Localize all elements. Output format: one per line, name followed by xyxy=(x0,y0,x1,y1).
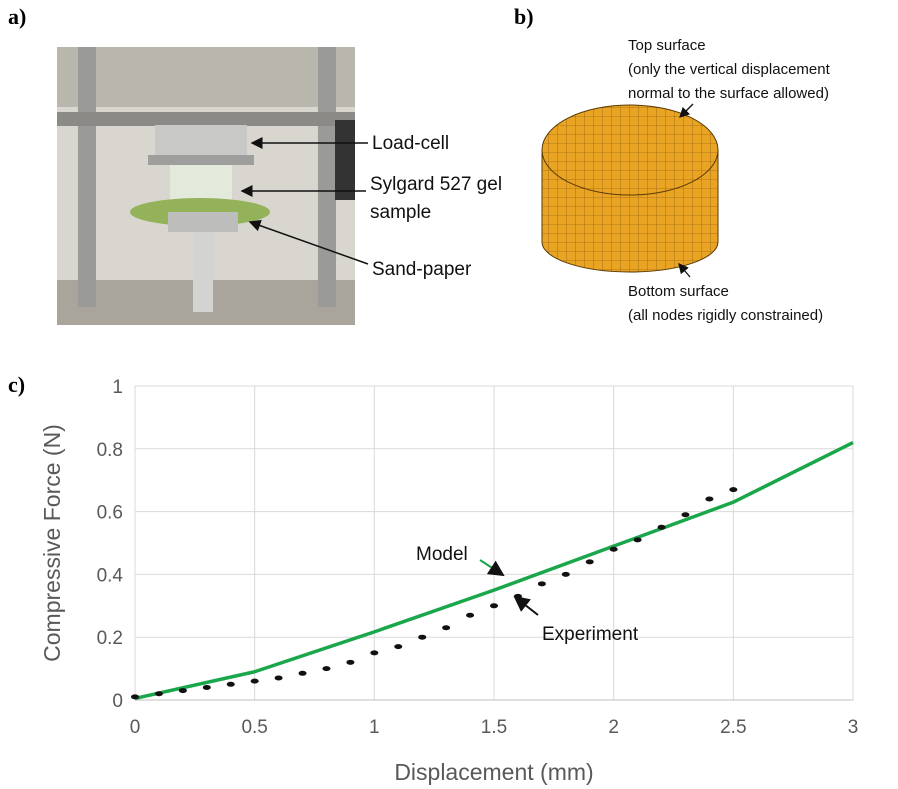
y-tick-label: 0 xyxy=(112,691,123,712)
data-point xyxy=(442,625,450,630)
data-point xyxy=(155,691,163,696)
panel-label: a) xyxy=(8,4,26,29)
y-tick-label: 0.2 xyxy=(97,628,123,649)
data-point xyxy=(131,694,139,699)
data-point xyxy=(658,525,666,530)
data-point xyxy=(729,487,737,492)
data-point xyxy=(418,635,426,640)
annotation: Bottom surface xyxy=(628,283,729,300)
y-tick-label: 0.6 xyxy=(97,503,123,524)
series-label: Model xyxy=(416,544,468,565)
annotation: normal to the surface allowed) xyxy=(628,85,829,102)
data-point xyxy=(346,660,354,665)
data-point xyxy=(538,581,546,586)
data-point xyxy=(251,679,259,684)
y-tick-label: 0.8 xyxy=(97,440,123,461)
arrow xyxy=(480,560,503,575)
panel-label: b) xyxy=(514,4,534,29)
data-point xyxy=(610,547,618,552)
annotation: Load-cell xyxy=(372,133,449,154)
y-axis-label: Compressive Force (N) xyxy=(39,424,65,662)
x-tick-label: 3 xyxy=(848,717,859,738)
data-point xyxy=(299,671,307,676)
x-tick-label: 1.5 xyxy=(481,717,507,738)
x-axis-label: Displacement (mm) xyxy=(394,759,593,785)
data-point xyxy=(634,537,642,542)
series-label: Experiment xyxy=(542,624,639,645)
figure: a) Load-cell Sylgard 527 gel sample Sand… xyxy=(0,0,898,789)
photo xyxy=(57,47,355,325)
panel-label: c) xyxy=(8,372,25,397)
data-point xyxy=(179,688,187,693)
data-point xyxy=(586,559,594,564)
x-tick-label: 1 xyxy=(369,717,380,738)
data-point xyxy=(490,603,498,608)
x-tick-label: 2 xyxy=(608,717,619,738)
x-tick-label: 0.5 xyxy=(241,717,267,738)
data-point xyxy=(681,512,689,517)
annotation: Sylgard 527 gel xyxy=(370,174,502,195)
annotation: sample xyxy=(370,202,431,223)
data-point xyxy=(394,644,402,649)
arrow xyxy=(515,597,538,615)
x-tick-label: 0 xyxy=(130,717,141,738)
data-point xyxy=(227,682,235,687)
annotation: (only the vertical displacement xyxy=(628,61,831,78)
data-point xyxy=(203,685,211,690)
annotation: (all nodes rigidly constrained) xyxy=(628,307,823,324)
cylinder-model xyxy=(542,105,718,272)
data-point xyxy=(370,650,378,655)
annotation: Sand-paper xyxy=(372,259,472,280)
x-tick-label: 2.5 xyxy=(720,717,746,738)
y-tick-label: 1 xyxy=(112,377,123,398)
data-point xyxy=(562,572,570,577)
y-tick-label: 0.4 xyxy=(97,565,124,586)
data-point xyxy=(466,613,474,618)
data-point xyxy=(322,666,330,671)
data-point xyxy=(705,497,713,502)
data-point xyxy=(275,676,283,681)
annotation: Top surface xyxy=(628,37,706,54)
